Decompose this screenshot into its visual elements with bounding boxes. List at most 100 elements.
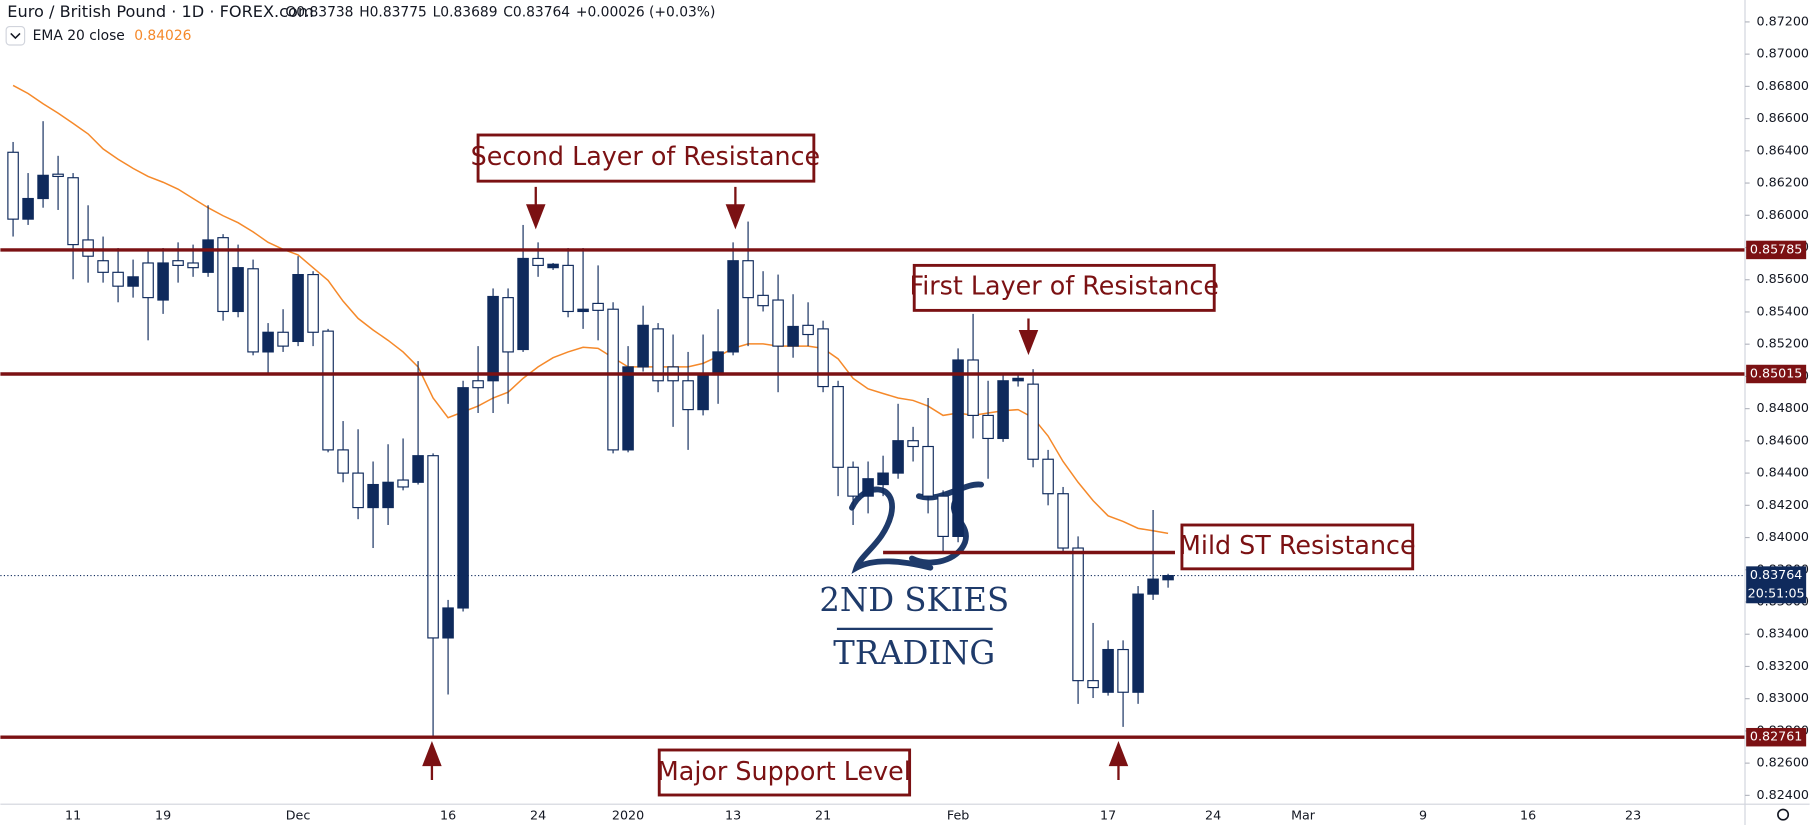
ohlc-label: C xyxy=(503,5,513,21)
candle-body xyxy=(1132,593,1144,693)
arrow xyxy=(1018,318,1039,356)
symbol-title: Euro / British Pound · 1D · FOREX.com xyxy=(7,2,313,21)
ohlc-label: L xyxy=(433,5,441,21)
y-tick-label: 0.84800 xyxy=(1757,400,1809,415)
plot xyxy=(7,84,1174,738)
candle-body xyxy=(862,478,874,497)
y-tick-label: 0.82600 xyxy=(1757,755,1809,770)
x-tick-label: Mar xyxy=(1291,807,1316,822)
indicator-value: 0.84026 xyxy=(134,28,191,44)
y-tick-label: 0.84000 xyxy=(1757,529,1809,544)
settings-icon[interactable] xyxy=(1777,808,1790,821)
time-axis xyxy=(0,804,1810,825)
candle-body xyxy=(697,374,709,411)
candle-body xyxy=(757,294,769,307)
candle-body xyxy=(442,607,454,639)
level-label: 0.85785 xyxy=(1750,241,1802,256)
candle-body xyxy=(952,359,964,537)
logo-stroke xyxy=(849,486,934,574)
x-tick-label: Dec xyxy=(286,807,311,822)
candle-body xyxy=(1012,377,1024,382)
candle-body xyxy=(187,262,199,269)
ohlc-value: 0.83738 xyxy=(296,5,353,21)
candle-body xyxy=(127,276,139,287)
candle-body xyxy=(682,380,694,411)
candle-body xyxy=(202,239,214,273)
candle-body xyxy=(982,414,994,440)
candle-body xyxy=(592,302,604,311)
ohlc-label: H xyxy=(359,5,369,21)
y-tick-label: 0.86000 xyxy=(1757,207,1809,222)
level-label-box xyxy=(1746,240,1807,260)
candle-body xyxy=(532,257,544,266)
candle-body xyxy=(67,177,79,246)
candle-body xyxy=(97,260,109,273)
arrow xyxy=(725,186,746,230)
annotation-text: Mild ST Resistance xyxy=(1179,530,1416,560)
candle-body xyxy=(502,297,514,353)
price-axis xyxy=(1745,0,1810,825)
candle-body xyxy=(937,495,949,537)
countdown: 20:51:05 xyxy=(1748,586,1805,601)
level-label-box xyxy=(1746,727,1807,747)
levels xyxy=(0,248,1745,739)
candle-body xyxy=(577,308,589,313)
candle-body xyxy=(217,237,229,313)
candle-body xyxy=(727,260,739,353)
price-label-box xyxy=(1746,566,1807,604)
candle-body xyxy=(472,380,484,389)
annotations: Second Layer of Resistance First Layer o… xyxy=(422,133,1416,797)
candle-body xyxy=(397,479,409,488)
candle-body xyxy=(52,173,64,178)
header: Euro / British Pound · 1D · FOREX.com O0… xyxy=(5,2,715,46)
x-tick-label: Feb xyxy=(947,807,969,822)
candle-body xyxy=(772,299,784,347)
chevron xyxy=(10,32,21,40)
x-tick-label: 24 xyxy=(530,807,546,822)
candle-body xyxy=(997,380,1009,440)
candle-body xyxy=(37,174,49,200)
candle-body xyxy=(382,481,394,509)
y-tick-label: 0.86800 xyxy=(1757,78,1809,93)
candle-body xyxy=(907,440,919,448)
candle-body xyxy=(1087,680,1099,689)
candle-body xyxy=(367,483,379,509)
candle-body xyxy=(157,262,169,301)
x-tick-label: 24 xyxy=(1205,807,1221,822)
candle-body xyxy=(1057,493,1069,549)
y-tick-label: 0.85200 xyxy=(1757,336,1809,351)
annotation-box xyxy=(912,263,1216,312)
candle-body xyxy=(517,257,529,351)
y-tick-label: 0.83400 xyxy=(1757,626,1809,641)
x-tick-label: 23 xyxy=(1625,807,1641,822)
candle-body xyxy=(1117,648,1129,693)
candle-body xyxy=(352,472,364,509)
candle-body xyxy=(637,324,649,368)
candle-body xyxy=(802,324,814,336)
x-tick-label: 16 xyxy=(440,807,456,822)
x-tick-label: 13 xyxy=(725,807,741,822)
collapse-button[interactable] xyxy=(5,25,26,46)
candle-body xyxy=(82,239,94,257)
candle-body xyxy=(412,455,424,483)
annotation-box xyxy=(1180,523,1415,571)
candle-body xyxy=(172,260,184,266)
y-tick-label: 0.83200 xyxy=(1757,658,1809,673)
candle-body xyxy=(1102,648,1114,693)
candle-body xyxy=(652,328,664,382)
change: +0.00026 (+0.03%) xyxy=(576,5,715,21)
candle-body xyxy=(892,440,904,474)
candle-body xyxy=(787,325,799,347)
watermark-line1: 2ND SKIES xyxy=(819,581,1009,619)
y-tick-label: 0.86600 xyxy=(1757,110,1809,125)
candle-body xyxy=(1147,578,1159,595)
ohlc-value: 0.83764 xyxy=(513,5,570,21)
y-tick-label: 0.84200 xyxy=(1757,497,1809,512)
indicator-name: EMA 20 close xyxy=(33,28,125,44)
candle-body xyxy=(1042,458,1054,495)
level-label: 0.82761 xyxy=(1750,729,1802,744)
annotation-box xyxy=(657,748,912,797)
